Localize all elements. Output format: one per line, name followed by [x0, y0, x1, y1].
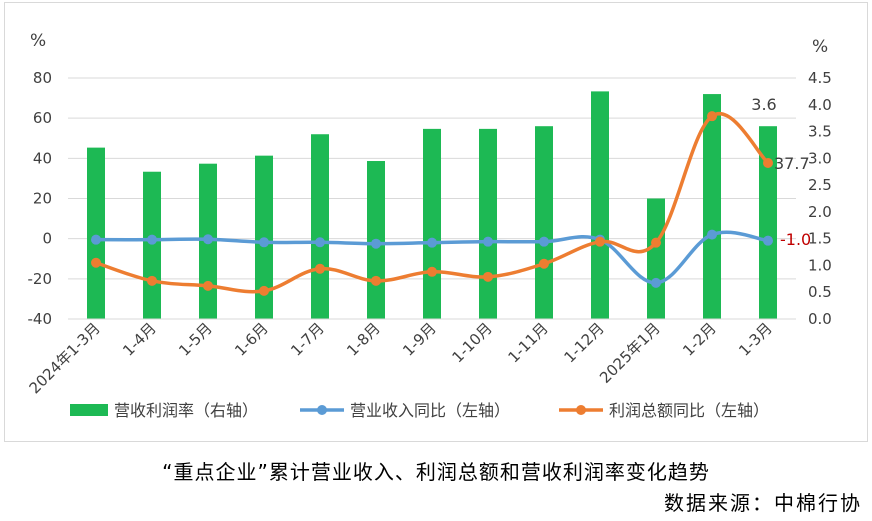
x-category-label: 1-3月 — [735, 319, 776, 360]
profit-yoy-point — [203, 280, 213, 291]
chart-caption: “重点企业”累计营业收入、利润总额和营收利润率变化趋势 — [162, 460, 710, 484]
bar — [479, 128, 497, 319]
data-labels: 3.6 37.7 -1.0 — [751, 95, 811, 249]
revenue-yoy-point — [371, 238, 381, 249]
x-category-label: 2024年1-3月 — [26, 319, 104, 397]
left-axis-unit: % — [30, 31, 46, 51]
data-label-revenue: -1.0 — [780, 230, 811, 249]
bar — [703, 94, 721, 319]
revenue-yoy-point — [707, 229, 717, 240]
x-category-label: 1-2月 — [679, 319, 720, 360]
revenue-yoy-point — [427, 237, 437, 248]
revenue-yoy-point — [147, 234, 157, 245]
profit-yoy-point — [147, 275, 157, 286]
legend-label: 营业收入同比（左轴） — [350, 401, 510, 420]
legend-swatch-bar — [70, 404, 108, 416]
revenue-yoy-point — [763, 235, 773, 246]
revenue-yoy-point — [483, 236, 493, 247]
right-axis-unit: % — [812, 37, 828, 57]
x-category-label: 1-4月 — [119, 319, 160, 360]
profit-yoy-point — [371, 275, 381, 286]
data-source: 数据来源：中棉行协 — [664, 491, 862, 515]
profit-yoy-point — [651, 237, 661, 248]
revenue-yoy-point — [651, 277, 661, 288]
legend: 营收利润率（右轴） 营业收入同比（左轴） 利润总额同比（左轴） — [70, 401, 769, 420]
right-tick-label: 2.5 — [808, 176, 832, 194]
x-category-label: 1-11月 — [504, 319, 551, 366]
x-category-label: 1-8月 — [343, 319, 384, 360]
profit-yoy-point — [707, 111, 717, 122]
right-tick-label: 4.5 — [808, 69, 832, 87]
revenue-yoy-point — [539, 236, 549, 247]
legend-label: 利润总额同比（左轴） — [609, 401, 769, 420]
x-category-label: 1-10月 — [448, 319, 495, 366]
right-tick-label: 0.0 — [808, 310, 832, 328]
right-tick-label: 3.5 — [808, 123, 832, 141]
left-tick-label: -20 — [28, 270, 53, 288]
right-tick-label: 1.5 — [808, 230, 832, 248]
bar — [87, 147, 105, 319]
profit-yoy-point — [427, 266, 437, 277]
legend-label: 营收利润率（右轴） — [114, 401, 258, 420]
x-category-label: 1-7月 — [287, 319, 328, 360]
revenue-yoy-point — [203, 234, 213, 245]
legend-swatch-marker — [576, 405, 586, 415]
profit-yoy-point — [315, 263, 325, 274]
left-tick-label: 80 — [33, 69, 52, 87]
left-tick-label: 60 — [33, 109, 52, 127]
bar — [759, 126, 777, 319]
profit-yoy-point — [259, 285, 269, 296]
x-category-label: 2025年1月 — [596, 319, 664, 387]
right-tick-label: 1.0 — [808, 256, 832, 274]
bar — [535, 126, 553, 319]
left-tick-label: 40 — [33, 149, 52, 167]
left-tick-label: 20 — [33, 190, 52, 208]
right-tick-label: 0.5 — [808, 283, 832, 301]
data-label-profit: 37.7 — [774, 154, 810, 173]
line-series — [91, 111, 773, 296]
left-tick-label: -40 — [28, 310, 53, 328]
revenue-yoy-point — [91, 234, 101, 245]
right-tick-label: 2.0 — [808, 203, 832, 221]
bar — [591, 91, 609, 319]
legend-swatch-marker — [317, 405, 327, 415]
bar — [311, 134, 329, 319]
bar — [423, 128, 441, 319]
x-category-label: 1-5月 — [175, 319, 216, 360]
x-category-label: 1-9月 — [399, 319, 440, 360]
left-tick-label: 0 — [42, 230, 52, 248]
profit-yoy-point — [539, 258, 549, 269]
data-label-margin: 3.6 — [751, 95, 776, 114]
revenue-yoy-point — [315, 237, 325, 248]
bar — [647, 198, 665, 319]
right-tick-label: 4.0 — [808, 96, 832, 114]
x-category-label: 1-6月 — [231, 319, 272, 360]
profit-yoy-point — [595, 236, 605, 247]
profit-yoy-point — [483, 271, 493, 282]
x-category-label: 1-12月 — [560, 319, 607, 366]
revenue-yoy-point — [259, 237, 269, 248]
right-tick-label: 3.0 — [808, 149, 832, 167]
bar — [143, 171, 161, 319]
profit-yoy-point — [763, 157, 773, 168]
profit-yoy-point — [91, 257, 101, 268]
